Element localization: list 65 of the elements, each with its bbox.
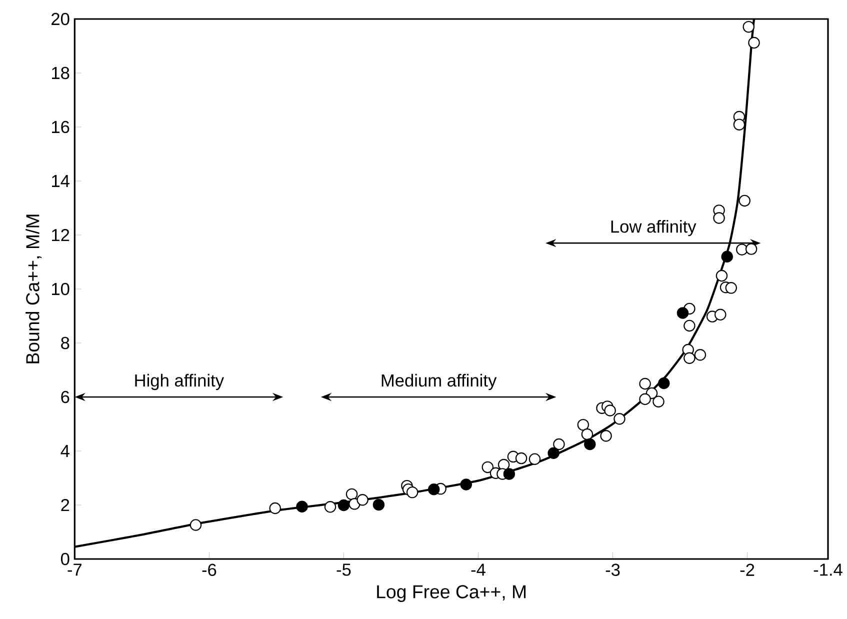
annotation: Medium affinity bbox=[382, 374, 497, 390]
x-tick-label: -5 bbox=[336, 564, 351, 576]
y-tick-label: 16 bbox=[52, 120, 70, 134]
point bbox=[738, 194, 750, 207]
x-tick-label: -6 bbox=[202, 564, 216, 576]
y-tick-label: 4 bbox=[60, 445, 70, 457]
point bbox=[658, 377, 670, 390]
point bbox=[515, 452, 528, 464]
point bbox=[581, 428, 594, 440]
x-tick-label: -3 bbox=[606, 564, 620, 576]
point bbox=[713, 212, 725, 224]
y-tick-label: 8 bbox=[61, 336, 70, 350]
annotation: Low affinity bbox=[611, 220, 696, 236]
point bbox=[324, 501, 336, 513]
x-tick-label: -2 bbox=[740, 564, 754, 576]
point bbox=[745, 243, 758, 255]
point bbox=[733, 118, 746, 130]
y-axis-title: Bound Ca++, M/M bbox=[26, 214, 42, 364]
annotation: High affinity bbox=[135, 374, 224, 390]
point bbox=[614, 413, 626, 425]
point bbox=[577, 418, 590, 431]
point bbox=[721, 250, 733, 262]
point bbox=[652, 396, 664, 408]
point bbox=[346, 488, 358, 500]
point bbox=[460, 478, 472, 490]
point bbox=[736, 244, 748, 256]
point bbox=[190, 519, 202, 531]
point bbox=[748, 36, 760, 49]
point bbox=[584, 438, 596, 450]
point bbox=[716, 270, 728, 282]
point bbox=[528, 453, 541, 465]
y-tick-label: 12 bbox=[52, 228, 70, 242]
point bbox=[406, 486, 418, 498]
point bbox=[684, 352, 696, 364]
point bbox=[676, 307, 689, 319]
point bbox=[338, 499, 350, 512]
x-tick-label: -4 bbox=[471, 564, 486, 576]
point bbox=[684, 320, 696, 332]
x-tick-label: -1.4 bbox=[814, 564, 842, 576]
point bbox=[600, 430, 612, 442]
point bbox=[553, 438, 565, 450]
y-tick-label: 6 bbox=[61, 390, 70, 404]
x-axis-title: Log Free Ca++, M bbox=[377, 585, 526, 602]
point bbox=[482, 461, 494, 474]
point bbox=[503, 468, 516, 480]
point bbox=[639, 378, 651, 390]
point bbox=[269, 502, 281, 514]
y-tick-label: 20 bbox=[52, 12, 70, 26]
point bbox=[296, 500, 308, 512]
point bbox=[639, 393, 651, 406]
y-tick-label: 0 bbox=[60, 552, 70, 566]
y-tick-label: 2 bbox=[61, 498, 70, 512]
point bbox=[714, 308, 726, 321]
y-tick-label: 18 bbox=[52, 66, 70, 80]
point bbox=[372, 498, 385, 511]
point bbox=[604, 404, 616, 416]
point bbox=[356, 494, 368, 506]
x-tick-label: -7 bbox=[68, 564, 82, 576]
point bbox=[548, 447, 560, 460]
point bbox=[694, 349, 706, 361]
point bbox=[725, 282, 738, 294]
y-tick-label: 14 bbox=[52, 175, 70, 187]
point bbox=[742, 20, 755, 33]
point bbox=[428, 483, 440, 496]
y-tick-label: 10 bbox=[52, 282, 70, 296]
